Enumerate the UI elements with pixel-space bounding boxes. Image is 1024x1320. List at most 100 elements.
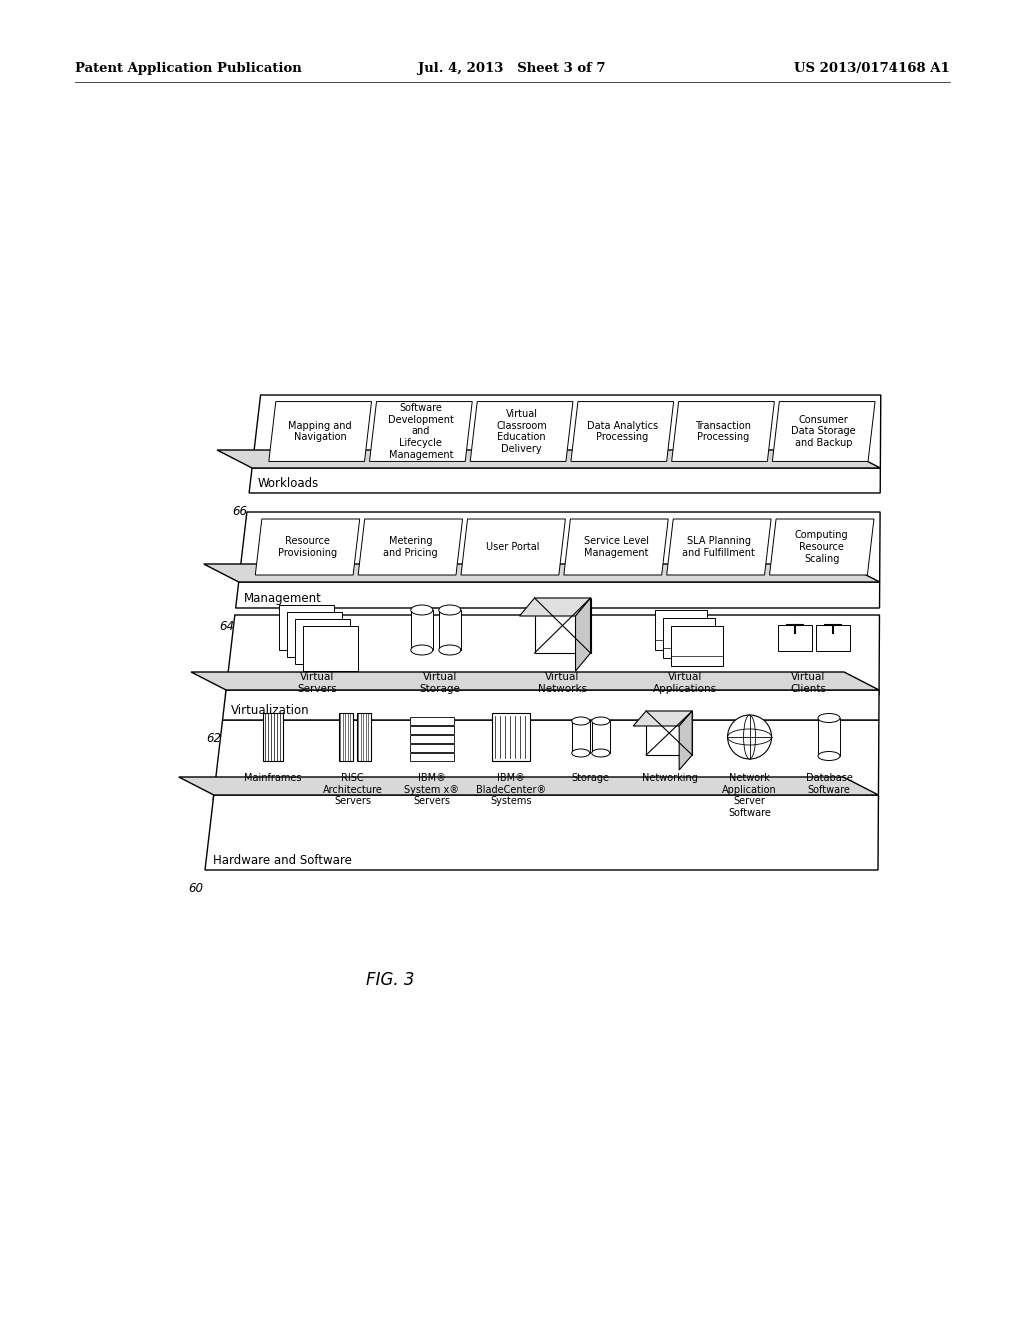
Bar — [410, 744, 454, 752]
Text: US 2013/0174168 A1: US 2013/0174168 A1 — [795, 62, 950, 75]
Text: Service Level
Management: Service Level Management — [584, 536, 648, 558]
Text: Storage: Storage — [571, 774, 609, 783]
Ellipse shape — [818, 714, 840, 722]
Text: Metering
and Pricing: Metering and Pricing — [383, 536, 437, 558]
Text: Mainframes: Mainframes — [245, 774, 302, 783]
Bar — [303, 626, 358, 671]
Text: Virtual
Servers: Virtual Servers — [297, 672, 337, 693]
Polygon shape — [370, 401, 472, 462]
Polygon shape — [179, 777, 879, 795]
Polygon shape — [217, 450, 881, 469]
Polygon shape — [772, 401, 876, 462]
Polygon shape — [575, 598, 591, 671]
Polygon shape — [205, 795, 879, 870]
Ellipse shape — [411, 645, 433, 655]
Text: Database
Software: Database Software — [806, 774, 852, 795]
Bar — [410, 717, 454, 725]
Polygon shape — [470, 401, 573, 462]
Polygon shape — [672, 401, 774, 462]
Ellipse shape — [439, 605, 461, 615]
Text: IBM®
System x®
Servers: IBM® System x® Servers — [404, 774, 460, 807]
Polygon shape — [564, 519, 669, 576]
Text: Virtual
Storage: Virtual Storage — [420, 672, 460, 693]
Bar — [778, 624, 812, 651]
Text: Virtual
Clients: Virtual Clients — [790, 672, 826, 693]
Text: Resource
Provisioning: Resource Provisioning — [278, 536, 337, 558]
Bar — [571, 721, 590, 752]
Text: Patent Application Publication: Patent Application Publication — [75, 62, 302, 75]
Polygon shape — [222, 690, 879, 719]
Polygon shape — [204, 564, 880, 582]
Polygon shape — [239, 512, 880, 582]
Bar — [280, 605, 334, 649]
Ellipse shape — [818, 751, 840, 760]
Text: Network
Application
Server
Software: Network Application Server Software — [722, 774, 777, 818]
Bar — [818, 718, 840, 756]
Text: Software
Development
and
Lifecycle
Management: Software Development and Lifecycle Manag… — [388, 404, 454, 459]
Text: Networking: Networking — [642, 774, 698, 783]
Polygon shape — [679, 711, 692, 770]
Text: Jul. 4, 2013   Sheet 3 of 7: Jul. 4, 2013 Sheet 3 of 7 — [418, 62, 606, 75]
Text: Virtual
Classroom
Education
Delivery: Virtual Classroom Education Delivery — [497, 409, 547, 454]
Text: Management: Management — [244, 591, 322, 605]
Ellipse shape — [592, 748, 609, 756]
Polygon shape — [358, 519, 463, 576]
Text: Mapping and
Navigation: Mapping and Navigation — [289, 421, 352, 442]
Bar — [671, 626, 723, 667]
Polygon shape — [191, 672, 879, 690]
Polygon shape — [255, 519, 359, 576]
Text: 66: 66 — [232, 506, 248, 517]
Text: Computing
Resource
Scaling: Computing Resource Scaling — [795, 531, 849, 564]
Text: Transaction
Processing: Transaction Processing — [695, 421, 751, 442]
Polygon shape — [571, 401, 674, 462]
Bar — [287, 612, 342, 657]
Ellipse shape — [571, 717, 590, 725]
Polygon shape — [252, 395, 881, 469]
Text: FIG. 3: FIG. 3 — [366, 972, 415, 989]
Polygon shape — [269, 401, 372, 462]
Bar — [410, 735, 454, 743]
Bar — [816, 624, 850, 651]
Bar — [295, 619, 350, 664]
Text: Data Analytics
Processing: Data Analytics Processing — [587, 421, 657, 442]
Polygon shape — [667, 519, 771, 576]
Ellipse shape — [571, 748, 590, 756]
Ellipse shape — [592, 717, 609, 725]
Text: RISC
Architecture
Servers: RISC Architecture Servers — [323, 774, 383, 807]
Ellipse shape — [411, 605, 433, 615]
Text: 62: 62 — [206, 733, 221, 744]
Bar — [655, 610, 708, 649]
Text: 60: 60 — [188, 882, 204, 895]
Bar — [592, 721, 609, 752]
Polygon shape — [225, 615, 880, 696]
Bar — [356, 713, 371, 762]
Bar — [410, 726, 454, 734]
Text: Consumer
Data Storage
and Backup: Consumer Data Storage and Backup — [792, 414, 856, 447]
Bar — [535, 598, 591, 653]
Text: IBM®
BladeCenter®
Systems: IBM® BladeCenter® Systems — [476, 774, 547, 807]
Polygon shape — [770, 519, 873, 576]
Polygon shape — [213, 719, 879, 800]
Polygon shape — [633, 711, 692, 726]
Bar — [646, 711, 692, 755]
Text: 64: 64 — [219, 620, 234, 634]
Text: Virtualization: Virtualization — [230, 704, 309, 717]
Text: User Portal: User Portal — [486, 543, 540, 552]
Text: Hardware and Software: Hardware and Software — [213, 854, 352, 867]
Text: Workloads: Workloads — [257, 477, 318, 490]
Polygon shape — [249, 469, 881, 492]
Bar — [339, 713, 352, 762]
Bar — [410, 752, 454, 762]
Bar — [439, 610, 461, 649]
Bar — [411, 610, 433, 649]
Circle shape — [728, 715, 771, 759]
Text: Virtual
Networks: Virtual Networks — [538, 672, 587, 693]
Bar — [493, 713, 530, 762]
Ellipse shape — [439, 645, 461, 655]
Polygon shape — [461, 519, 565, 576]
Polygon shape — [519, 598, 591, 616]
Polygon shape — [236, 582, 880, 609]
Bar — [664, 618, 715, 657]
Text: Virtual
Applications: Virtual Applications — [653, 672, 717, 693]
Text: SLA Planning
and Fulfillment: SLA Planning and Fulfillment — [682, 536, 756, 558]
